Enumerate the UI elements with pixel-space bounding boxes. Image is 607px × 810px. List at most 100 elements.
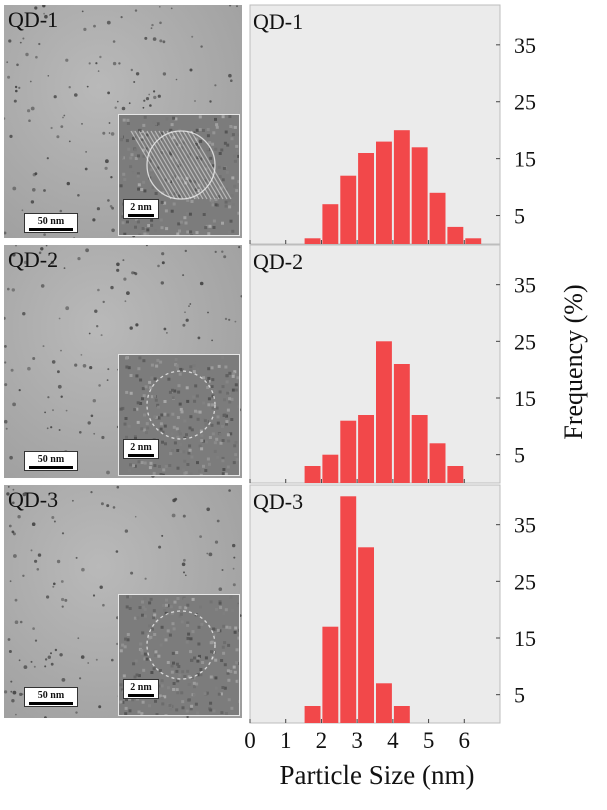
nanoparticle-dot bbox=[107, 91, 110, 95]
nanoparticle-dot bbox=[50, 662, 54, 666]
nanoparticle-dot bbox=[206, 507, 210, 512]
nanoparticle-dot bbox=[4, 316, 6, 320]
nanoparticle-dot bbox=[60, 349, 62, 352]
nanoparticle-dot bbox=[56, 559, 61, 564]
scale-bar-inset: 2 nm bbox=[123, 199, 159, 219]
nanoparticle-dot bbox=[160, 281, 164, 285]
nanoparticle-dot bbox=[115, 550, 119, 553]
nanoparticle-dot bbox=[223, 255, 227, 259]
nanoparticle-dot bbox=[186, 715, 189, 718]
nanoparticle-dot bbox=[74, 363, 78, 367]
y-tick-label: 15 bbox=[514, 386, 536, 411]
nanoparticle-dot bbox=[7, 638, 11, 641]
nanoparticle-dot bbox=[157, 94, 161, 98]
nanoparticle-dot bbox=[38, 251, 42, 255]
nanoparticle-dot bbox=[81, 567, 85, 572]
nanoparticle-dot bbox=[124, 300, 127, 303]
particle-outline bbox=[146, 610, 216, 680]
nanoparticle-dot bbox=[43, 189, 46, 192]
nanoparticle-dot bbox=[75, 556, 78, 559]
nanoparticle-dot bbox=[148, 93, 151, 96]
nanoparticle-dot bbox=[4, 383, 8, 387]
nanoparticle-dot bbox=[183, 571, 185, 574]
nanoparticle-dot bbox=[106, 379, 109, 381]
nanoparticle-dot bbox=[32, 357, 36, 360]
nanoparticle-dot bbox=[182, 323, 186, 327]
particle-outline bbox=[146, 130, 216, 200]
histogram-bar bbox=[429, 443, 446, 483]
nanoparticle-dot bbox=[96, 207, 100, 211]
nanoparticle-dot bbox=[51, 360, 56, 364]
nanoparticle-dot bbox=[99, 55, 102, 59]
nanoparticle-dot bbox=[122, 259, 125, 262]
nanoparticle-dot bbox=[17, 515, 21, 519]
nanoparticle-dot bbox=[166, 332, 168, 334]
nanoparticle-dot bbox=[135, 72, 140, 76]
nanoparticle-dot bbox=[102, 300, 105, 304]
histogram-bar bbox=[376, 683, 392, 723]
nanoparticle-dot bbox=[82, 364, 87, 368]
nanoparticle-dot bbox=[174, 497, 178, 501]
nanoparticle-dot bbox=[28, 119, 31, 122]
y-tick-label: 25 bbox=[514, 569, 536, 594]
nanoparticle-dot bbox=[4, 231, 7, 235]
nanoparticle-dot bbox=[58, 317, 61, 320]
nanoparticle-dot bbox=[79, 677, 82, 680]
nanoparticle-dot bbox=[232, 567, 235, 570]
nanoparticle-dot bbox=[61, 605, 64, 608]
nanoparticle-dot bbox=[162, 40, 166, 44]
nanoparticle-dot bbox=[47, 75, 50, 77]
nanoparticle-dot bbox=[114, 106, 117, 109]
nanoparticle-dot bbox=[15, 713, 17, 716]
y-tick-label: 5 bbox=[514, 204, 525, 229]
nanoparticle-dot bbox=[206, 552, 209, 555]
nanoparticle-dot bbox=[23, 665, 28, 669]
nanoparticle-dot bbox=[189, 68, 193, 72]
y-axis-title: Frequency (%) bbox=[559, 284, 588, 439]
nanoparticle-dot bbox=[238, 246, 241, 249]
particle-outline bbox=[146, 370, 216, 440]
nanoparticle-dot bbox=[214, 84, 217, 87]
nanoparticle-dot bbox=[8, 39, 12, 43]
nanoparticle-dot bbox=[171, 513, 176, 518]
plot-area bbox=[249, 4, 501, 245]
nanoparticle-dot bbox=[112, 61, 117, 66]
nanoparticle-dot bbox=[22, 312, 26, 316]
nanoparticle-dot bbox=[25, 52, 29, 57]
nanoparticle-dot bbox=[57, 370, 60, 374]
nanoparticle-dot bbox=[11, 530, 15, 534]
histogram-bar bbox=[411, 147, 428, 244]
nanoparticle-dot bbox=[34, 559, 38, 563]
nanoparticle-dot bbox=[106, 20, 111, 25]
tem-panel-label: QD-1 bbox=[8, 7, 59, 32]
nanoparticle-dot bbox=[60, 580, 64, 583]
nanoparticle-dot bbox=[32, 627, 35, 630]
x-tick-label: 2 bbox=[316, 728, 328, 753]
nanoparticle-dot bbox=[85, 248, 89, 253]
nanoparticle-dot bbox=[44, 658, 48, 661]
nanoparticle-dot bbox=[22, 574, 25, 577]
nanoparticle-dot bbox=[61, 597, 65, 602]
nanoparticle-dot bbox=[107, 368, 110, 371]
histogram-bar bbox=[358, 547, 374, 723]
nanoparticle-dot bbox=[234, 320, 237, 323]
nanoparticle-dot bbox=[240, 295, 242, 298]
nanoparticle-dot bbox=[130, 68, 133, 72]
nanoparticle-dot bbox=[96, 325, 99, 328]
nanoparticle-dot bbox=[184, 311, 186, 313]
nanoparticle-dot bbox=[87, 421, 91, 425]
nanoparticle-dot bbox=[15, 89, 18, 93]
nanoparticle-dot bbox=[65, 58, 69, 62]
nanoparticle-dot bbox=[35, 55, 38, 59]
nanoparticle-dot bbox=[72, 499, 74, 502]
nanoparticle-dot bbox=[14, 85, 18, 89]
nanoparticle-dot bbox=[38, 42, 41, 46]
nanoparticle-dot bbox=[40, 284, 45, 288]
nanoparticle-dot bbox=[63, 114, 66, 117]
nanoparticle-dot bbox=[65, 306, 70, 311]
nanoparticle-dot bbox=[144, 36, 148, 40]
nanoparticle-dot bbox=[211, 339, 214, 342]
nanoparticle-dot bbox=[130, 571, 134, 575]
nanoparticle-dot bbox=[134, 515, 137, 518]
nanoparticle-dot bbox=[161, 252, 165, 256]
